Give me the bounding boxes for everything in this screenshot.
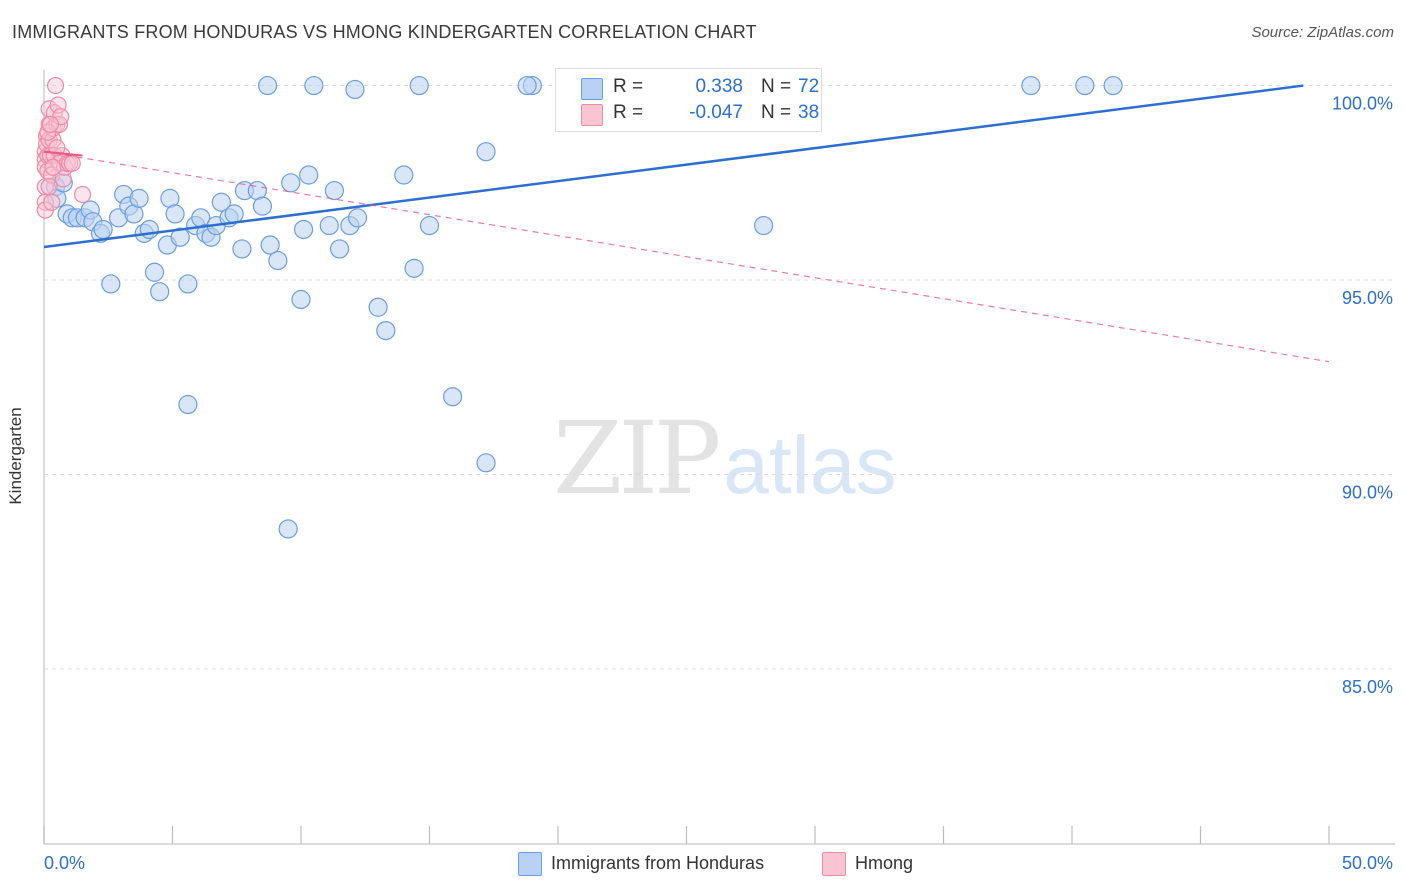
honduras-point (293, 219, 314, 240)
honduras-point (419, 215, 440, 236)
labels-layer: 100.0% 95.0% 90.0% 85.0% 0.0% 50.0% (44, 94, 1393, 873)
honduras-point (319, 215, 339, 236)
honduras-point (165, 204, 185, 224)
honduras-point (260, 235, 280, 255)
honduras-point (329, 239, 350, 259)
honduras-point (232, 239, 252, 259)
hmong-point (73, 185, 92, 204)
honduras-point (178, 274, 198, 294)
honduras-point (170, 227, 190, 247)
n-value: 38 (798, 102, 820, 123)
n-label: N = (761, 76, 792, 97)
honduras-point (1021, 75, 1041, 96)
honduras-point (93, 219, 113, 240)
honduras-point (476, 453, 496, 473)
x-tick-label: 0.0% (44, 853, 85, 873)
honduras-point (144, 262, 165, 282)
honduras-point (394, 165, 414, 185)
y-axis-label: Kindergarten (6, 407, 25, 505)
honduras-point (368, 297, 388, 317)
r-label: R = (613, 76, 644, 97)
grid-layer (44, 85, 1395, 670)
hmong-point (40, 178, 58, 196)
r-value: 0.338 (695, 76, 743, 97)
honduras-point (345, 79, 365, 100)
honduras-point (150, 282, 170, 302)
honduras-point (101, 274, 121, 294)
y-tick-label: 85.0% (1342, 677, 1393, 697)
y-tick-label: 95.0% (1342, 288, 1393, 308)
honduras-point (443, 387, 463, 407)
legend-swatch-honduras (518, 852, 542, 876)
honduras-point (324, 180, 345, 201)
r-label: R = (613, 102, 644, 123)
honduras-point (1075, 75, 1095, 96)
y-tick-label: 100.0% (1332, 94, 1393, 114)
honduras-point (139, 219, 159, 240)
hmong-point (46, 76, 65, 95)
honduras-point (291, 289, 311, 310)
hmong-trend-line (43, 151, 1330, 363)
honduras-point (517, 75, 537, 96)
honduras-point (211, 192, 231, 212)
honduras-point (129, 188, 149, 208)
hmong-point (43, 193, 61, 211)
hmong-trend-line-solid (43, 150, 83, 157)
honduras-trend-line (43, 84, 1304, 249)
honduras-point (753, 215, 774, 236)
y-tick-label: 90.0% (1342, 483, 1393, 503)
x-tick-label: 50.0% (1342, 853, 1393, 873)
legend-label-hmong: Hmong (855, 853, 914, 873)
legend-swatch-hmong (822, 852, 846, 876)
honduras-point (252, 196, 273, 216)
honduras-point (268, 250, 288, 271)
trend-layer (43, 84, 1330, 363)
honduras-point (281, 173, 301, 193)
honduras-point (224, 204, 244, 224)
legend-label-honduras: Immigrants from Honduras (551, 853, 765, 873)
honduras-point (376, 320, 396, 341)
honduras-point (404, 258, 424, 278)
honduras-point (347, 208, 368, 228)
n-label: N = (761, 102, 792, 123)
source-credit: Source: ZipAtlas.com (1251, 24, 1394, 41)
correlation-stats-box: R = 0.338 N = 72 R = -0.047 N = 38 (555, 68, 822, 132)
r-value: -0.047 (689, 102, 743, 123)
honduras-point (304, 75, 324, 96)
honduras-point (257, 75, 278, 96)
honduras-point (278, 519, 298, 539)
honduras-point (476, 142, 496, 162)
hmong-point (44, 158, 62, 176)
honduras-point (1103, 75, 1123, 96)
honduras-swatch (581, 78, 603, 100)
chart-title: IMMIGRANTS FROM HONDURAS VS HMONG KINDER… (12, 22, 757, 42)
n-value: 72 (798, 76, 820, 97)
points-layer (36, 75, 1123, 539)
honduras-point (299, 165, 319, 185)
honduras-point (409, 75, 429, 96)
honduras-point (178, 394, 198, 415)
hmong-swatch (581, 104, 603, 126)
hmong-point (41, 115, 60, 134)
